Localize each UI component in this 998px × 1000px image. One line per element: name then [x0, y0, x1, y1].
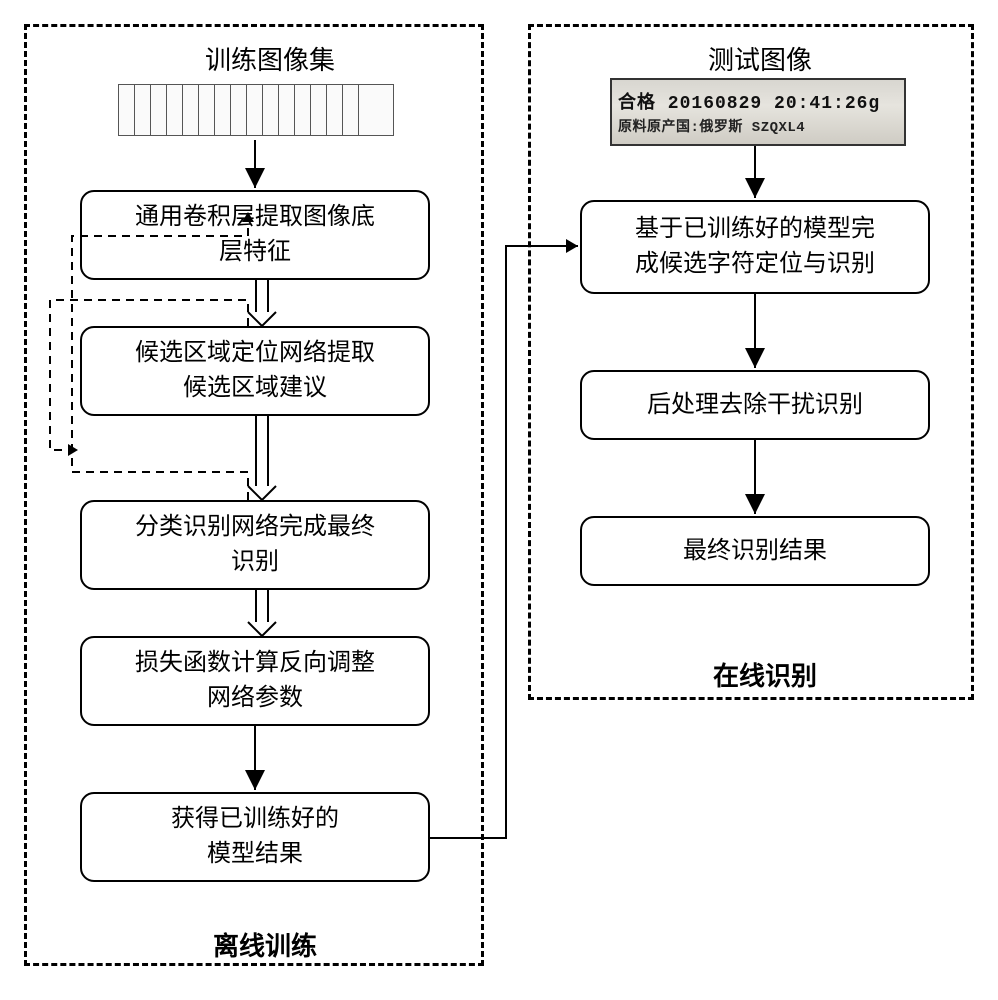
left-box-l4: 损失函数计算反向调整网络参数 [80, 636, 430, 726]
right-box-r2: 后处理去除干扰识别 [580, 370, 930, 440]
left-box-l5: 获得已训练好的模型结果 [80, 792, 430, 882]
left-panel-label: 离线训练 [200, 926, 330, 963]
test-image-sample: 合格 20160829 20:41:26g原料原产国:俄罗斯 SZQXL4 [610, 78, 906, 146]
left-box-l3: 分类识别网络完成最终识别 [80, 500, 430, 590]
test-image-line2: 原料原产国:俄罗斯 SZQXL4 [618, 116, 898, 136]
training-image-stack-icon [118, 80, 408, 140]
right-box-r3: 最终识别结果 [580, 516, 930, 586]
left-title: 训练图像集 [190, 40, 350, 77]
right-panel-label: 在线识别 [700, 656, 830, 693]
right-box-r1: 基于已训练好的模型完成候选字符定位与识别 [580, 200, 930, 294]
test-image-line1: 合格 20160829 20:41:26g [618, 88, 898, 114]
left-box-l2: 候选区域定位网络提取候选区域建议 [80, 326, 430, 416]
right-title: 测试图像 [700, 40, 820, 77]
left-box-l1: 通用卷积层提取图像底层特征 [80, 190, 430, 280]
